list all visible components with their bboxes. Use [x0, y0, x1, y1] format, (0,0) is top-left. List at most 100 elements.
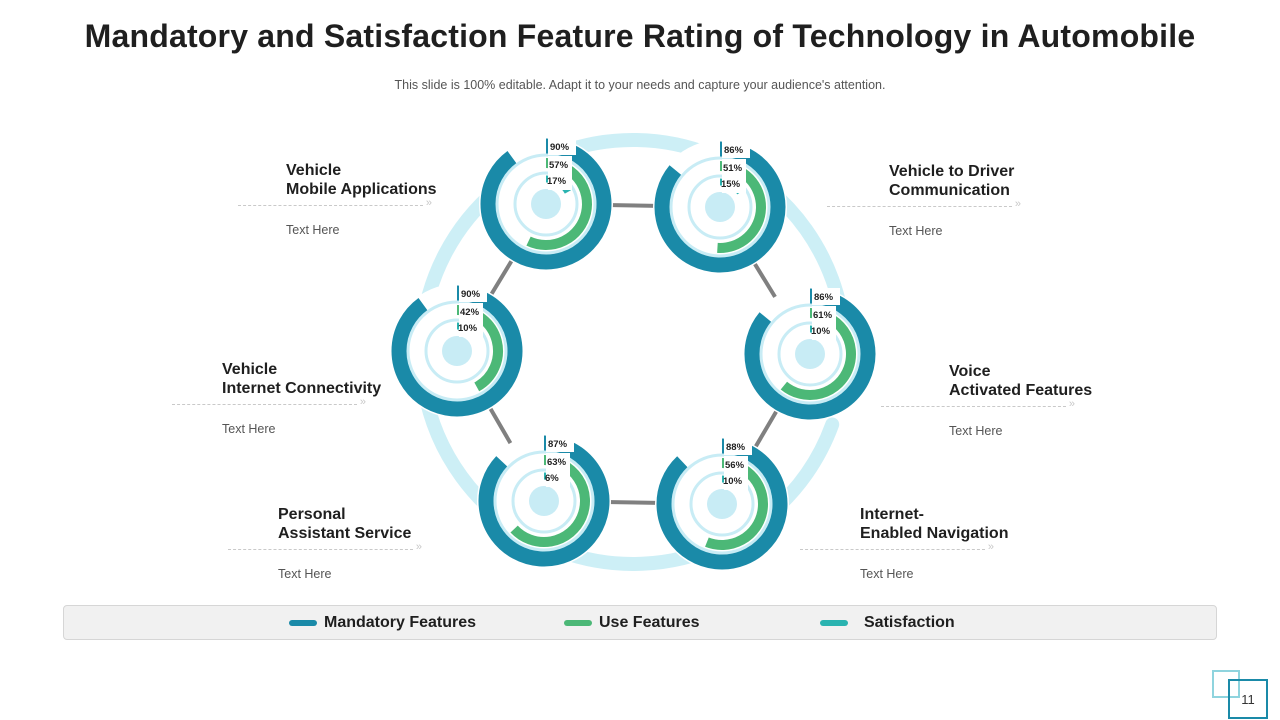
ring-center-voice — [795, 339, 825, 369]
value-satisfaction-mobile-apps: 17% — [547, 176, 567, 187]
bar-mandatory-assistant — [478, 435, 610, 567]
ring-guide-navigation — [671, 453, 773, 555]
page-number: 11 — [1241, 692, 1255, 707]
label-vehicle-to-driver-communication: Vehicle to Driver Communication Text Her… — [827, 162, 1021, 238]
value-satisfaction-navigation: 10% — [723, 476, 743, 487]
bar-mandatory-navigation — [656, 438, 788, 570]
ring-guide-assistant — [493, 450, 595, 552]
value-use-assistant: 63% — [547, 457, 567, 468]
label-vehicle-mobile-applications: Vehicle Mobile Applications Text Here — [238, 161, 437, 237]
label-heading: Vehicle to Driver Communication — [889, 162, 1014, 200]
ring-center-driver-comm — [705, 192, 735, 222]
ring-guide-inner-connectivity — [424, 318, 490, 384]
label-heading: Personal Assistant Service — [278, 505, 411, 543]
ring-center-navigation — [707, 489, 737, 519]
legend-label: Use Features — [599, 614, 700, 631]
value-satisfaction-connectivity: 10% — [458, 323, 478, 334]
label-internet-enabled-navigation: Internet- Enabled Navigation Text Here — [800, 505, 1008, 581]
label-heading: Voice Activated Features — [949, 362, 1092, 400]
label-personal-assistant-service: Personal Assistant Service Text Here — [228, 505, 422, 581]
label-tab-inner-voice — [812, 306, 836, 340]
bar-mandatory-connectivity — [391, 285, 523, 417]
value-mandatory-navigation: 88% — [726, 442, 746, 453]
value-use-mobile-apps: 57% — [549, 160, 569, 171]
label-heading: Internet- Enabled Navigation — [860, 505, 1008, 543]
heading-line: Vehicle to Driver — [889, 163, 1015, 180]
heading-line: Enabled Navigation — [860, 525, 1009, 542]
label-heading: Vehicle Mobile Applications — [286, 161, 437, 199]
legend-item-use: Use Features — [564, 614, 700, 632]
ring-guide-connectivity — [406, 300, 508, 402]
ring-guide-inner-voice — [777, 321, 843, 387]
label-tab-inner-assistant — [546, 453, 570, 487]
legend-item-satisfaction: Satisfaction — [820, 614, 955, 632]
ring-center-connectivity — [442, 336, 472, 366]
label-tab-connectivity — [459, 285, 487, 302]
legend-label: Mandatory Features — [324, 614, 477, 631]
page-number-decoration — [1212, 670, 1240, 698]
dotted-leader — [800, 541, 994, 553]
ring-guide-mobile-apps — [495, 153, 597, 255]
label-tab-assistant — [546, 435, 574, 452]
value-use-driver-comm: 51% — [723, 163, 743, 174]
ring-center-assistant — [529, 486, 559, 516]
bar-mandatory-mobile-apps — [480, 138, 612, 270]
value-use-navigation: 56% — [725, 460, 745, 471]
ring-guide-inner-mobile-apps — [513, 171, 579, 237]
page-number-frame — [1228, 679, 1268, 719]
label-tab-inner-connectivity — [459, 303, 483, 337]
value-mandatory-mobile-apps: 90% — [550, 142, 570, 153]
heading-line: Internet Connectivity — [222, 380, 382, 397]
label-tab-voice — [812, 288, 840, 305]
dotted-leader — [228, 541, 422, 553]
label-tab-driver-comm — [722, 141, 750, 158]
label-tab-inner-navigation — [724, 456, 748, 490]
label-text: Text Here — [278, 567, 332, 581]
value-use-voice: 61% — [813, 310, 833, 321]
legend-swatch — [564, 620, 592, 626]
value-use-connectivity: 42% — [460, 307, 480, 318]
value-mandatory-assistant: 87% — [548, 439, 568, 450]
label-tab-inner-driver-comm — [722, 159, 746, 193]
label-heading: Vehicle Internet Connectivity — [222, 360, 381, 398]
label-text: Text Here — [860, 567, 914, 581]
legend-swatch — [820, 620, 848, 626]
label-tab-navigation — [724, 438, 752, 455]
ring-guide-inner-driver-comm — [687, 174, 753, 240]
label-tab-inner-mobile-apps — [548, 156, 572, 190]
ring-center-mobile-apps — [531, 189, 561, 219]
heading-line: Vehicle — [286, 162, 342, 179]
legend-label: Satisfaction — [864, 614, 955, 631]
heading-line: Activated Features — [949, 382, 1093, 399]
bar-mandatory-voice — [744, 288, 876, 420]
value-mandatory-connectivity: 90% — [461, 289, 481, 300]
ring-guide-driver-comm — [669, 156, 771, 258]
label-text: Text Here — [222, 422, 276, 436]
value-mandatory-voice: 86% — [814, 292, 834, 303]
legend-item-mandatory: Mandatory Features — [289, 614, 476, 632]
legend: Mandatory Features Use Features Satisfac… — [63, 605, 1217, 640]
slide-title: Mandatory and Satisfaction Feature Ratin… — [84, 18, 1196, 54]
ring-guide-inner-navigation — [689, 471, 755, 537]
ring-guide-inner-assistant — [511, 468, 577, 534]
label-vehicle-internet-connectivity: Vehicle Internet Connectivity Text Here — [172, 360, 381, 436]
value-satisfaction-driver-comm: 15% — [721, 179, 741, 190]
heading-line: Vehicle — [222, 361, 278, 378]
ring-guide-voice — [759, 303, 861, 405]
dotted-leader — [238, 197, 432, 209]
dotted-leader — [827, 198, 1021, 210]
bar-mandatory-driver-comm — [654, 141, 786, 273]
heading-line: Internet- — [860, 506, 924, 523]
label-voice-activated-features: Voice Activated Features Text Here — [881, 362, 1092, 438]
label-text: Text Here — [889, 224, 943, 238]
dotted-leader — [881, 398, 1075, 410]
heading-line: Personal — [278, 506, 346, 523]
label-text: Text Here — [286, 223, 340, 237]
heading-line: Communication — [889, 182, 1010, 199]
heading-line: Voice — [949, 363, 991, 380]
legend-swatch — [289, 620, 317, 626]
label-tab-mobile-apps — [548, 138, 576, 155]
slide-subtitle: This slide is 100% editable. Adapt it to… — [394, 78, 886, 92]
value-satisfaction-voice: 10% — [811, 326, 831, 337]
heading-line: Assistant Service — [278, 525, 412, 542]
